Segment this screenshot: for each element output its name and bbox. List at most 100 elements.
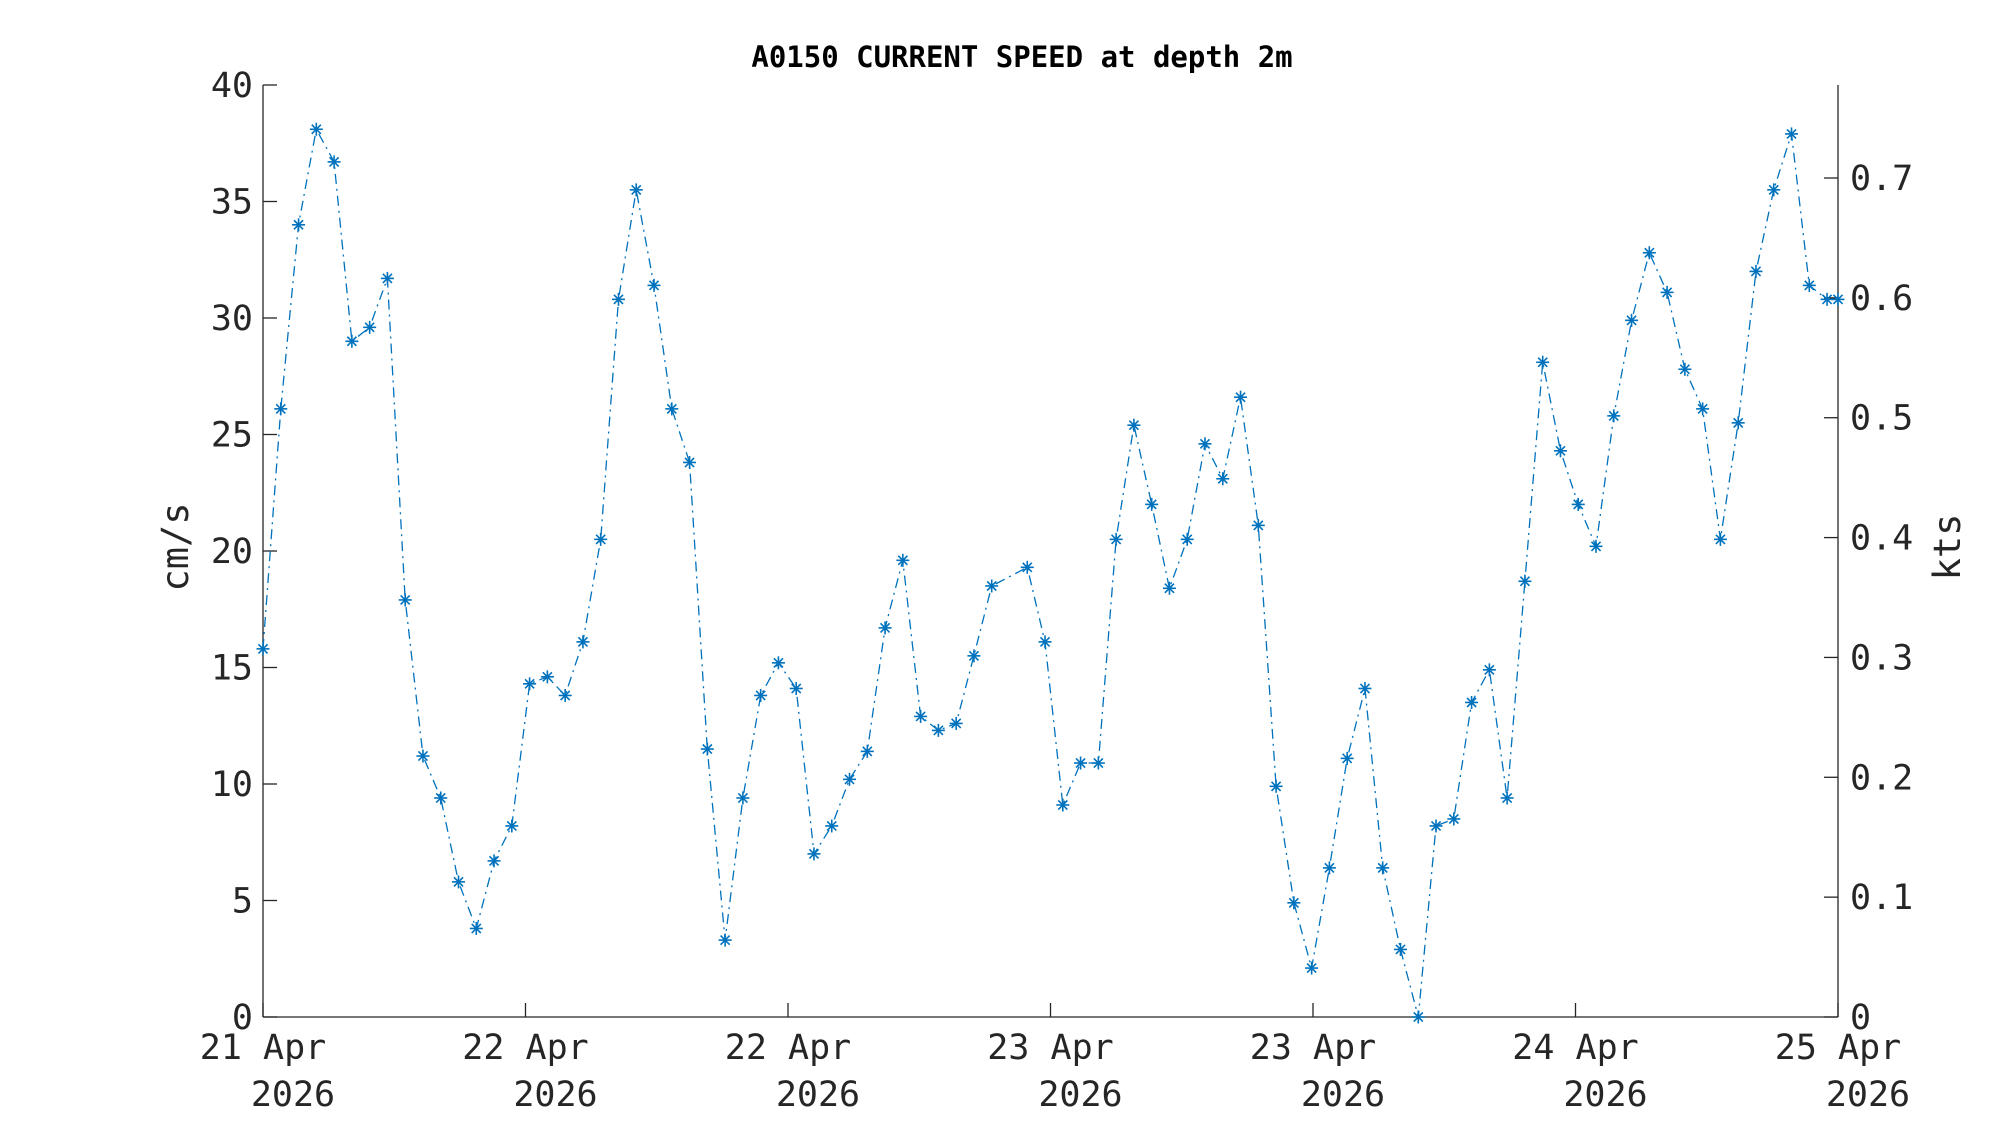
right-y-tick-label: 0.5 [1850,399,1913,439]
data-point [1696,402,1710,416]
data-point [309,122,323,136]
data-point [1020,560,1034,574]
x-tick-label: 21 Apr [200,1028,326,1068]
left-y-tick-label: 10 [211,765,253,805]
right-y-tick-label: 0.2 [1850,758,1913,798]
chart-title: A0150 CURRENT SPEED at depth 2m [751,40,1292,74]
left-y-axis-ticks: 0 5 10 15 20 25 30 35 40 [211,66,277,1038]
right-y-tick-label: 0.3 [1850,638,1913,678]
right-y-tick-label: 0.6 [1850,279,1913,319]
data-point [1216,472,1230,486]
data-point [1305,961,1319,975]
data-point [1660,285,1674,299]
data-point [1607,409,1621,423]
data-point [647,278,661,292]
data-point [487,854,501,868]
right-y-axis-label: kts [1926,514,1969,581]
data-point [1625,313,1639,327]
series-line [262,127,1838,1018]
data-point [416,749,430,763]
data-point [1482,663,1496,677]
data-point [1731,416,1745,430]
data-point [629,183,643,197]
data-point [274,402,288,416]
data-point [825,819,839,833]
data-point [1465,695,1479,709]
left-y-tick-label: 20 [211,532,253,572]
data-point [1251,518,1265,532]
data-point [843,772,857,786]
x-axis-ticks: 21 Apr 2026 22 Apr 2026 22 Apr 2026 23 Apr 2026… [200,1003,1910,1115]
left-y-tick-label: 15 [211,649,253,689]
data-point [380,271,394,285]
data-point [576,635,590,649]
data-point [1802,278,1816,292]
data-point [665,402,679,416]
data-point [754,688,768,702]
left-y-tick-label: 25 [211,416,253,456]
left-y-tick-label: 35 [211,183,253,223]
data-point [292,218,306,232]
x-tick-label-year: 2026 [1038,1075,1122,1115]
data-point [594,532,608,546]
data-point [896,553,910,567]
data-point [1429,819,1443,833]
right-y-axis-ticks: 0 0.1 0.2 0.3 0.4 0.5 0.6 0.7 [1824,159,1913,1038]
data-point [736,791,750,805]
data-point [1749,264,1763,278]
x-tick-label-year: 2026 [513,1075,597,1115]
data-point [523,677,537,691]
data-point [1038,635,1052,649]
data-point [540,670,554,684]
data-point [1518,574,1532,588]
data-point [1553,444,1567,458]
x-tick-label-year: 2026 [1826,1075,1910,1115]
data-point [469,921,483,935]
data-point [1376,861,1390,875]
data-point [256,642,270,656]
data-point [1394,942,1407,956]
data-point [1198,437,1212,451]
data-point [1678,362,1692,376]
data-point [931,723,945,737]
data-point [1767,183,1781,197]
data-point [1269,779,1283,793]
x-tick-label-year: 2026 [251,1075,335,1115]
data-point [1340,751,1354,765]
data-point [949,716,963,730]
x-tick-label: 23 Apr [1250,1028,1376,1068]
data-point [700,742,714,756]
data-point [1785,127,1799,141]
data-point [807,847,821,861]
data-point [327,155,341,169]
data-point [789,681,803,695]
x-tick-label: 25 Apr [1775,1028,1901,1068]
x-tick-label: 22 Apr [725,1028,851,1068]
x-tick-label-year: 2026 [1301,1075,1385,1115]
data-point [683,455,697,469]
y-axis-label: cm/s [154,502,197,591]
left-y-tick-label: 0 [232,998,253,1038]
data-point [1820,292,1834,306]
data-point [914,709,928,723]
axes [262,85,1839,1018]
data-point [1322,861,1336,875]
data-point [1500,791,1514,805]
data-point [1091,756,1105,770]
x-tick-label-year: 2026 [1563,1075,1647,1115]
data-point [434,791,448,805]
data-point [1571,497,1585,511]
data-point [1831,292,1845,306]
data-point [363,320,377,334]
data-point [1145,497,1159,511]
data-point [1447,812,1461,826]
data-point [1589,539,1603,553]
data-point [1162,581,1176,595]
data-point [1287,896,1301,910]
data-point [1234,390,1248,404]
x-tick-label-year: 2026 [776,1075,860,1115]
left-y-tick-label: 30 [211,299,253,339]
data-point [771,656,785,670]
right-y-tick-label: 0 [1850,998,1871,1038]
